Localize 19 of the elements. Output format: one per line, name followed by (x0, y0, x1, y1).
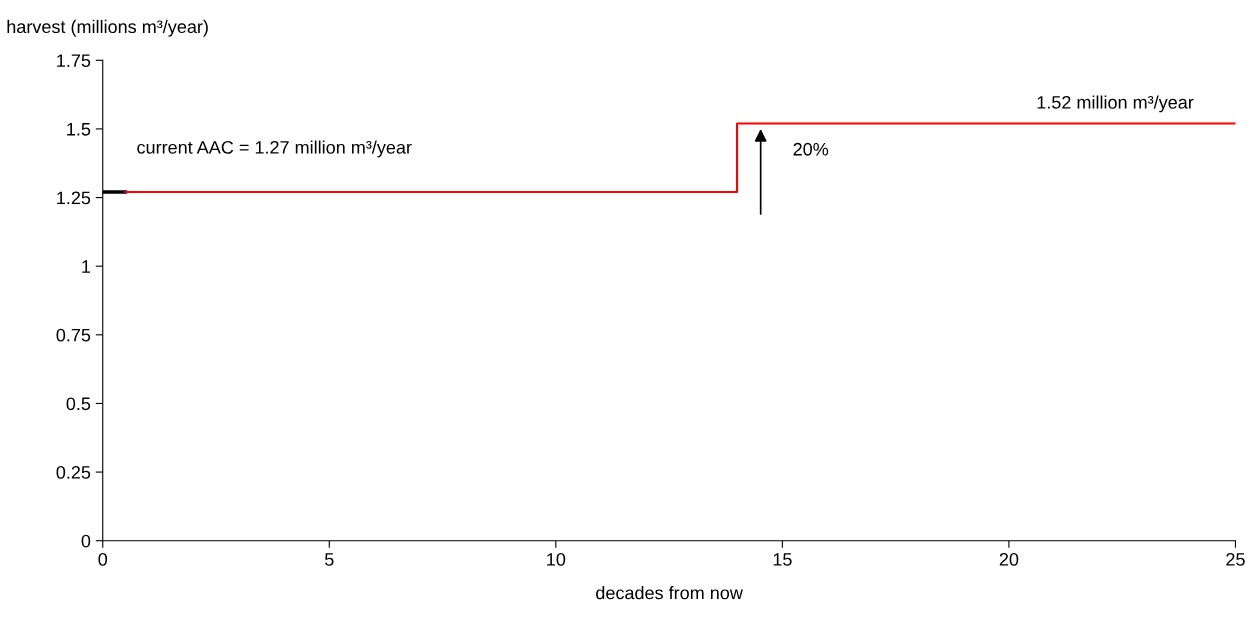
y-tick-label: 0.75 (56, 328, 91, 342)
y-tick-label: 0.5 (66, 397, 91, 411)
y-tick-label: 1.25 (57, 191, 91, 205)
y-tick-label: 0.25 (56, 466, 91, 479)
x-tick-label: 10 (547, 552, 566, 566)
x-axis-title: decades from now (596, 586, 743, 600)
x-tick-label: 5 (324, 553, 334, 566)
annotation: 1.52 million m³/year (1037, 95, 1194, 113)
y-tick-label: 1 (82, 260, 91, 273)
x-tick-label: 15 (773, 553, 792, 566)
x-tick-label: 20 (999, 552, 1019, 566)
y-tick-label: 1.5 (67, 123, 91, 136)
x-tick-label: 0 (98, 552, 108, 566)
annotation: 20% (793, 142, 829, 156)
y-axis-title: harvest (millions m³/year) (7, 19, 208, 37)
x-tick-label: 25 (1226, 552, 1245, 566)
annotation: current AAC = 1.27 million m³/year (137, 140, 412, 158)
y-tick-label: 1.75 (57, 54, 91, 68)
y-tick-label: 0 (81, 534, 91, 548)
